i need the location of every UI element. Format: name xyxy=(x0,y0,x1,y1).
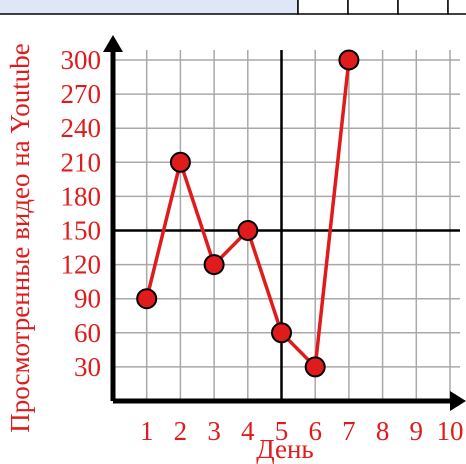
y-axis-arrow xyxy=(103,35,123,52)
data-point xyxy=(271,322,292,344)
y-tick-label: 30 xyxy=(74,352,101,382)
y-tick-label: 90 xyxy=(74,284,101,314)
x-tick-label: 9 xyxy=(410,416,424,446)
x-axis-title: День xyxy=(256,434,314,464)
x-tick-label: 4 xyxy=(241,416,255,446)
x-tick-label: 2 xyxy=(174,416,188,446)
top-table-cell-header xyxy=(0,0,299,15)
data-point xyxy=(203,254,225,276)
x-tick-labels: 1 2 3 4 5 6 7 8 9 10 xyxy=(140,416,464,446)
axes xyxy=(103,35,466,411)
x-axis-arrow xyxy=(450,391,466,411)
top-table-cell xyxy=(397,0,449,15)
x-tick-label: 7 xyxy=(342,416,356,446)
x-tick-label: 1 xyxy=(140,416,154,446)
y-tick-label: 120 xyxy=(61,250,102,280)
x-tick-label: 5 xyxy=(275,416,289,446)
top-table-cell xyxy=(347,0,399,15)
top-table-cell xyxy=(297,0,349,15)
y-tick-labels: 30 60 90 120 150 180 210 240 270 300 xyxy=(61,45,102,382)
y-tick-label: 240 xyxy=(61,113,102,143)
y-axis-title: Просмотренные видео на Youtube xyxy=(5,43,35,432)
data-point xyxy=(136,288,158,310)
x-tick-label: 3 xyxy=(207,416,221,446)
data-point xyxy=(338,49,360,71)
data-points xyxy=(136,49,360,378)
y-tick-label: 150 xyxy=(61,216,102,246)
data-point xyxy=(169,151,191,173)
x-tick-label: 6 xyxy=(308,416,322,446)
y-tick-label: 270 xyxy=(61,79,102,109)
data-point xyxy=(237,220,259,241)
y-tick-label: 210 xyxy=(61,147,102,177)
x-tick-label: 8 xyxy=(376,416,390,446)
y-tick-label: 60 xyxy=(74,318,101,348)
top-table-cell xyxy=(447,0,466,15)
y-tick-label: 180 xyxy=(61,181,102,211)
top-table-fragment xyxy=(0,0,466,15)
data-point xyxy=(304,356,326,378)
grid xyxy=(113,50,460,401)
x-tick-label: 10 xyxy=(437,416,464,446)
y-tick-label: 300 xyxy=(61,45,102,75)
